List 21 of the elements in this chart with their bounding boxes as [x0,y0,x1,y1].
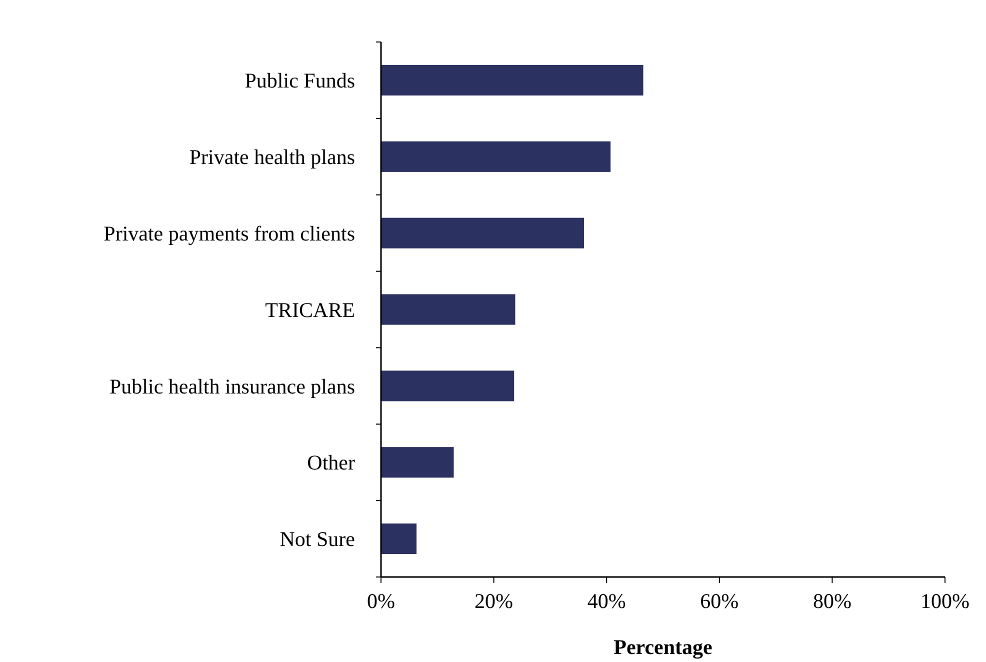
x-tick-label: 0% [367,589,395,613]
x-axis-title: Percentage [614,635,712,659]
bar [381,218,584,248]
x-tick-label: 100% [920,589,970,613]
y-tick-label: Private payments from clients [104,221,355,246]
x-tick-label: 80% [812,589,852,613]
y-tick-label: Other [307,450,355,475]
bar [381,141,611,172]
bar [381,524,417,554]
x-tick-label: 20% [474,589,514,613]
bar [381,294,516,325]
y-tick-label: Private health plans [189,144,355,169]
y-tick-label: TRICARE [265,298,355,322]
y-tick-label: Not Sure [280,527,355,552]
bar [381,64,644,96]
x-tick-label: 40% [587,589,626,613]
y-tick-label: Public Funds [244,68,355,93]
bar [381,370,514,402]
bar [381,447,454,478]
y-tick-label: Public health insurance plans [109,374,355,398]
x-tick-label: 60% [700,589,739,613]
